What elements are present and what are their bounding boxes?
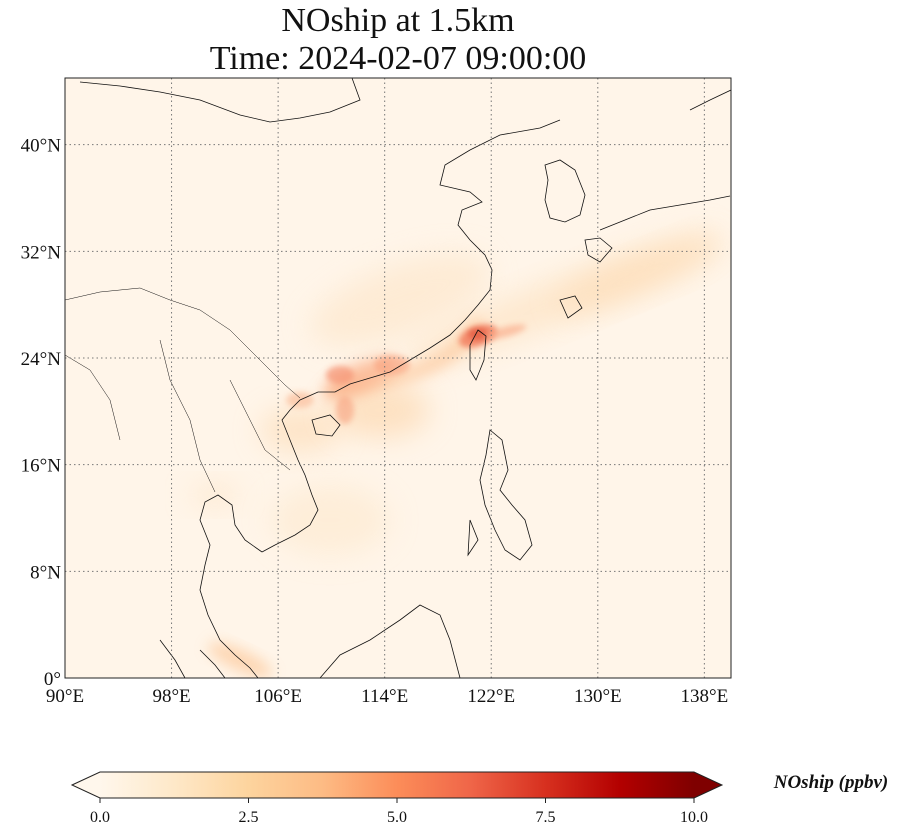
colorbar-tick-label: 10.0 (680, 809, 708, 826)
lon-tick-label: 114°E (361, 686, 408, 707)
lon-tick-label: 138°E (681, 686, 729, 707)
lon-tick-label: 122°E (467, 686, 515, 707)
colorbar-tick-label: 7.5 (536, 809, 556, 826)
colorbar: 0.0 2.5 5.0 7.5 10.0 NOship (ppbv) (70, 771, 889, 826)
coastlines (65, 78, 731, 678)
colorbar-gradient (100, 772, 694, 798)
colorbar-extend-high (694, 772, 722, 798)
lat-tick-label: 0° (44, 669, 61, 690)
map-title: NOship at 1.5km Time: 2024-02-07 09:00:0… (65, 2, 731, 78)
lon-tick-label: 130°E (574, 686, 622, 707)
lon-axis: 90°E 98°E 106°E 114°E 122°E 130°E 138°E (46, 686, 728, 707)
colorbar-ticks: 0.0 2.5 5.0 7.5 10.0 (90, 798, 708, 826)
colorbar-label: NOship (ppbv) (773, 772, 889, 793)
colorbar-tick-label: 0.0 (90, 809, 110, 826)
lon-tick-label: 106°E (254, 686, 302, 707)
title-line-1: NOship at 1.5km (281, 2, 515, 39)
colorbar-extend-low (72, 772, 100, 798)
lat-axis: 0° 8°N 16°N 24°N 32°N 40°N (21, 136, 62, 690)
colorbar-tick-label: 5.0 (387, 809, 407, 826)
lon-tick-label: 98°E (152, 686, 190, 707)
colorbar-tick-label: 2.5 (239, 809, 259, 826)
lat-tick-label: 32°N (21, 242, 62, 263)
lat-tick-label: 40°N (21, 136, 62, 157)
lat-tick-label: 24°N (21, 349, 62, 370)
map-frame (64, 77, 732, 679)
gridlines (65, 78, 731, 678)
lon-tick-label: 90°E (46, 686, 84, 707)
lat-tick-label: 16°N (21, 456, 62, 477)
title-line-2: Time: 2024-02-07 09:00:00 (209, 40, 587, 77)
lat-tick-label: 8°N (30, 562, 61, 583)
